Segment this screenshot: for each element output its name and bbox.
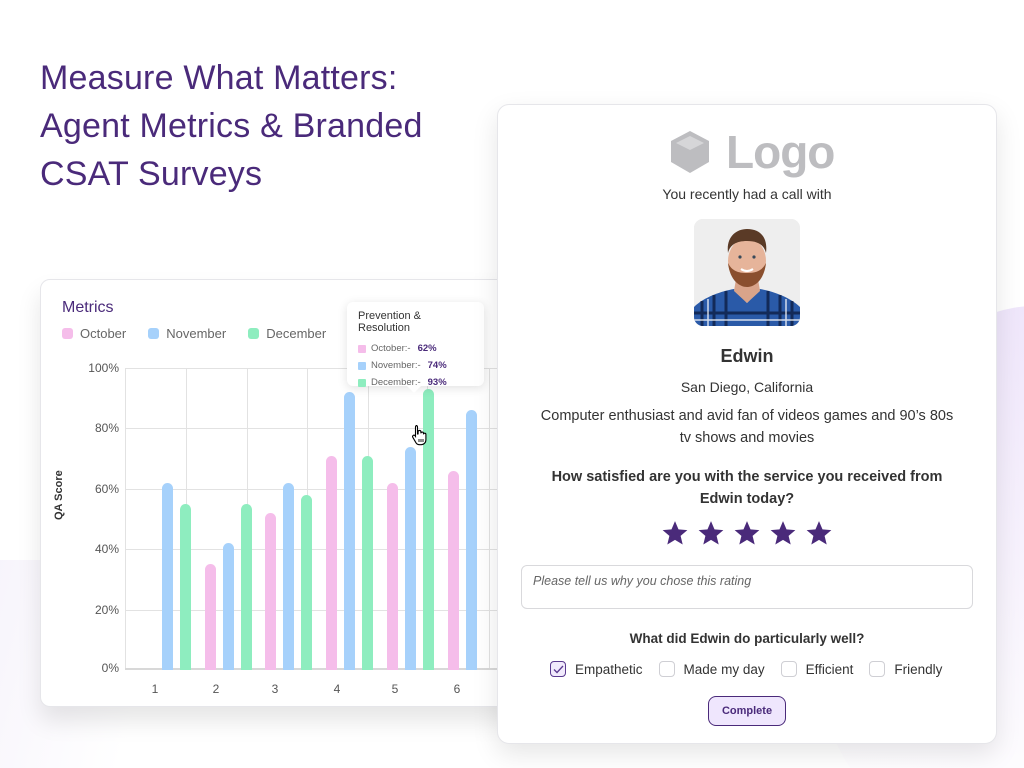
headline-line-2: Agent Metrics & Branded	[40, 107, 423, 145]
option-label: Made my day	[683, 661, 765, 677]
satisfaction-question: How satisfied are you with the service y…	[551, 469, 943, 507]
agent-location: San Diego, California	[680, 379, 814, 395]
legend-label: December	[266, 326, 327, 341]
star-icon-3[interactable]	[733, 519, 761, 547]
bar-october-5[interactable]	[386, 482, 398, 670]
tooltip-row-november: November:- 74%	[358, 357, 473, 374]
legend-label: November	[166, 326, 227, 341]
tooltip-value: 62%	[417, 343, 437, 354]
tooltip-row-october: October:- 62%	[358, 340, 473, 357]
gridline	[125, 368, 545, 369]
agent-name: Edwin	[720, 346, 774, 366]
bar-november-2[interactable]	[222, 543, 234, 670]
legend-item-december[interactable]: December	[248, 326, 326, 341]
tooltip-label: November:-	[371, 360, 421, 371]
y-tick: 100%	[88, 361, 119, 375]
option-made-my-day[interactable]: Made my day	[658, 661, 765, 677]
option-efficient[interactable]: Efficient	[780, 661, 854, 677]
legend-swatch-november	[148, 328, 160, 339]
y-tick: 80%	[94, 421, 119, 435]
legend-label: October	[80, 326, 127, 341]
metrics-title: Metrics	[62, 299, 114, 316]
y-tick: 40%	[94, 542, 119, 556]
tooltip-value: 74%	[427, 360, 447, 371]
option-empathetic[interactable]: Empathetic	[550, 661, 643, 677]
page-headline: Measure What Matters: Agent Metrics & Br…	[40, 54, 480, 198]
gridline	[489, 368, 490, 670]
bar-october-3[interactable]	[265, 512, 277, 670]
bar-november-5[interactable]	[404, 446, 416, 670]
star-icon-2[interactable]	[697, 519, 725, 547]
bar-december-4[interactable]	[362, 455, 374, 670]
legend-item-november[interactable]: November	[148, 326, 226, 341]
intro-text: You recently had a call with	[662, 186, 832, 202]
brand-logo: Logo	[668, 125, 835, 179]
checkmark-icon	[553, 665, 563, 673]
logo-text: Logo	[726, 126, 835, 178]
checkbox-efficient[interactable]	[780, 661, 797, 677]
bar-december-5[interactable]	[422, 389, 434, 670]
chart-legend: October November December	[62, 326, 326, 341]
y-axis-title: QA Score	[53, 470, 65, 520]
bar-december-3[interactable]	[301, 494, 313, 670]
option-friendly[interactable]: Friendly	[869, 661, 942, 677]
bar-december-1[interactable]	[180, 503, 191, 670]
star-icon-5[interactable]	[805, 519, 833, 547]
agent-bio: Computer enthusiast and avid fan of vide…	[540, 408, 954, 446]
legend-swatch-december	[248, 328, 260, 339]
checkbox-empathetic[interactable]	[550, 661, 566, 677]
tooltip-row-december: December:- 93%	[358, 374, 473, 391]
bar-december-2[interactable]	[240, 503, 252, 670]
csat-survey-card: Logo You recently had a call with	[497, 104, 997, 744]
star-icon-1[interactable]	[661, 519, 689, 547]
option-label: Efficient	[805, 661, 854, 677]
tooltip-value: 93%	[427, 377, 447, 388]
tooltip-label: October:-	[371, 343, 411, 354]
headline-line-1: Measure What Matters:	[40, 59, 398, 97]
x-tick: 6	[453, 682, 461, 696]
bar-october-6[interactable]	[447, 470, 459, 670]
complete-button[interactable]: Complete	[708, 696, 786, 726]
gridline	[125, 368, 126, 670]
chart-plot-area[interactable]	[125, 368, 545, 670]
checkbox-made-my-day[interactable]	[658, 661, 675, 677]
tooltip-title: Prevention & Resolution	[358, 310, 421, 334]
legend-item-october[interactable]: October	[62, 326, 126, 341]
x-tick: 5	[391, 682, 399, 696]
metrics-card: Metrics October November December QA Sco…	[40, 279, 545, 707]
bar-november-6[interactable]	[465, 410, 477, 670]
y-tick: 60%	[94, 482, 119, 496]
gridline	[125, 428, 545, 429]
cube-logo-icon	[671, 131, 709, 173]
option-label: Friendly	[894, 661, 943, 677]
did-well-options: Empathetic Made my day Efficient Friendl…	[550, 661, 942, 677]
bar-november-4[interactable]	[344, 392, 356, 670]
star-rating[interactable]	[498, 519, 996, 547]
bar-november-3[interactable]	[283, 482, 295, 670]
y-tick: 0%	[101, 661, 119, 675]
chart-tooltip: Prevention & Resolution October:- 62% No…	[347, 302, 484, 393]
headline-line-3: CSAT Surveys	[40, 155, 263, 193]
x-tick: 2	[212, 682, 220, 696]
tooltip-swatch	[358, 344, 366, 353]
bar-november-1[interactable]	[162, 482, 173, 670]
agent-photo	[694, 219, 800, 326]
hand-cursor-icon	[412, 424, 427, 446]
bar-october-4[interactable]	[326, 455, 338, 670]
bar-october-2[interactable]	[204, 564, 216, 670]
rating-comment-input[interactable]	[521, 565, 973, 609]
option-label: Empathetic	[575, 661, 643, 677]
y-tick: 20%	[94, 603, 119, 617]
star-icon-4[interactable]	[769, 519, 797, 547]
tooltip-swatch	[358, 361, 366, 370]
tooltip-label: December:-	[371, 377, 421, 388]
legend-swatch-october	[62, 328, 73, 339]
agent-avatar	[694, 219, 800, 326]
checkbox-friendly[interactable]	[869, 661, 886, 677]
tooltip-swatch	[358, 378, 366, 387]
x-tick: 3	[271, 682, 279, 696]
x-tick: 1	[151, 682, 159, 696]
x-tick: 4	[333, 682, 341, 696]
did-well-question: What did Edwin do particularly well?	[629, 631, 865, 646]
